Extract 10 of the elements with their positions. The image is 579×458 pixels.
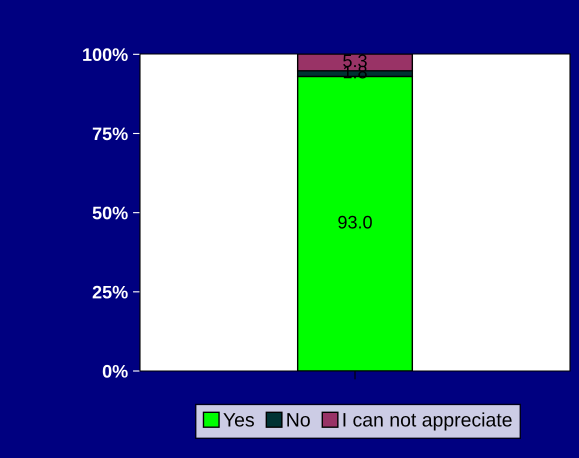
y-tick-label: 75% [92, 127, 128, 140]
data-label: 5.3 [343, 54, 367, 68]
y-tick-label: 100% [83, 48, 128, 62]
legend-label: No [287, 413, 310, 427]
y-tick-label: 0% [102, 364, 128, 378]
y-tick-label: 50% [92, 206, 128, 220]
data-label: 93.0 [338, 216, 372, 229]
legend-label: Yes [223, 413, 254, 427]
legend-label: I can not appreciate [344, 412, 512, 430]
y-tick-label: 25% [92, 286, 128, 299]
